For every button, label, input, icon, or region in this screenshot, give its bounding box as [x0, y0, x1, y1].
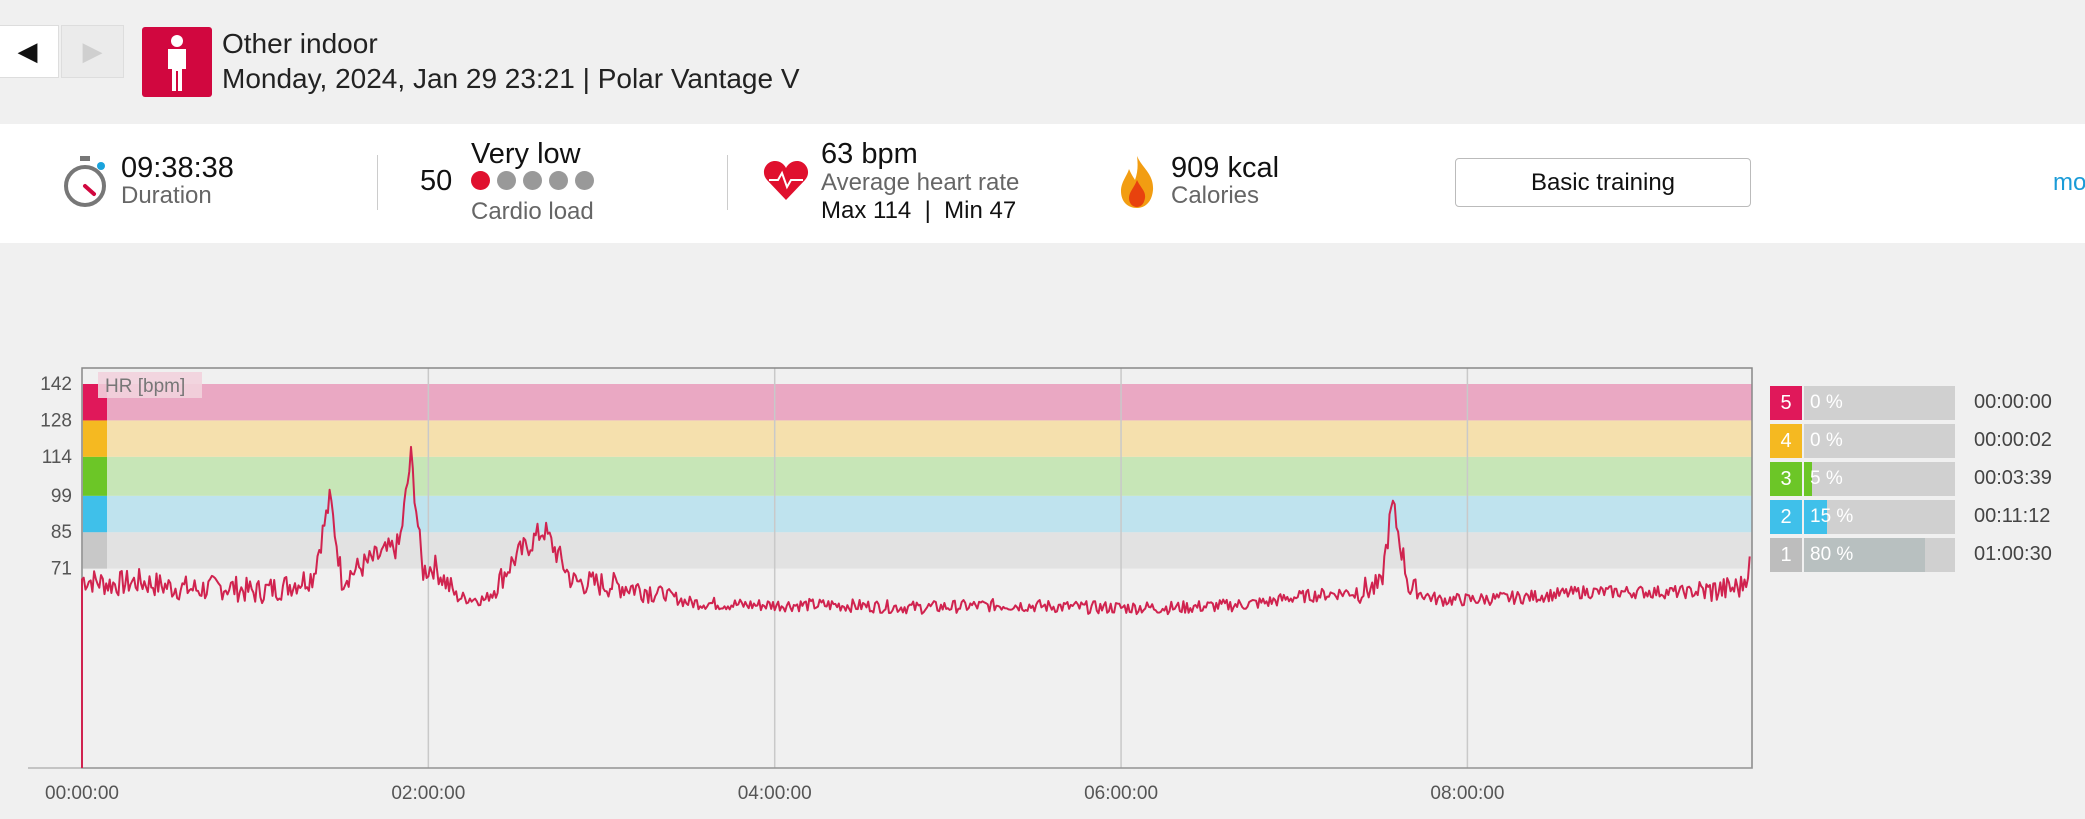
hr-zone-marker [83, 456, 107, 496]
zone-percent: 0 % [1810, 392, 1843, 413]
hr-zone-marker [83, 495, 107, 533]
zone-bar: 5 % [1804, 462, 1955, 496]
zone-number: 3 [1770, 462, 1802, 496]
session-summary: 09:38:38 Duration 50 Very low Cardio loa… [0, 124, 2085, 243]
hr-zone-band [82, 456, 1752, 496]
zone-bar: 0 % [1804, 386, 1955, 420]
cardio-load-level: Very low [471, 138, 581, 170]
y-tick-label: 71 [51, 559, 72, 580]
zone-percent: 15 % [1810, 506, 1854, 527]
zone-bar-fill [1804, 462, 1812, 496]
stopwatch-icon [62, 154, 110, 215]
hr-max-min: Max 114 | Min 47 [821, 197, 1017, 224]
hr-zone-marker [83, 532, 107, 569]
zone-percent: 0 % [1810, 430, 1843, 451]
cardio-load-label: Cardio load [471, 198, 594, 225]
x-tick-label: 00:00:00 [45, 783, 119, 804]
next-exercise-button[interactable]: ▶ [61, 25, 124, 78]
more-link[interactable]: more [2053, 169, 2085, 196]
average-hr-label: Average heart rate [821, 169, 1020, 196]
zone-time: 00:00:00 [1974, 391, 2052, 413]
zone-percent: 80 % [1810, 544, 1854, 565]
cardio-load-dot [549, 171, 568, 190]
hr-zone-row: 4 0 % [1770, 424, 1955, 458]
hr-zone-row: 3 5 % [1770, 462, 1955, 496]
hr-zone-row: 5 0 % [1770, 386, 1955, 420]
zone-time: 01:00:30 [1974, 543, 2052, 565]
sport-name: Other indoor [222, 28, 378, 59]
calories-value: 909 kcal [1171, 152, 1280, 184]
heart-icon [763, 160, 809, 207]
calories-label: Calories [1171, 182, 1260, 209]
zone-number: 4 [1770, 424, 1802, 458]
cardio-load-dot [471, 171, 490, 190]
duration-label: Duration [121, 182, 212, 209]
y-tick-label: 85 [51, 522, 72, 543]
heart-rate-chart: 142 128 114 99 85 71 00:00:00 02:00:00 04:00:00… [28, 367, 1753, 804]
zone-bar-fill [1804, 538, 1925, 572]
training-benefit-button[interactable]: Basic training [1455, 158, 1751, 207]
legend-background [98, 372, 202, 398]
hr-zone-marker [83, 420, 107, 457]
x-tick-label: 02:00:00 [391, 783, 465, 804]
duration-value: 09:38:38 [121, 152, 234, 184]
session-subtitle: Monday, 2024, Jan 29 23:21 | Polar Vanta… [222, 63, 800, 94]
zone-number: 5 [1770, 386, 1802, 420]
person-icon [142, 27, 212, 97]
x-tick-label: 06:00:00 [1084, 783, 1158, 804]
zone-number: 2 [1770, 500, 1802, 534]
hr-zone-band [82, 384, 1752, 421]
cardio-load-dot [523, 171, 542, 190]
zone-bar: 0 % [1804, 424, 1955, 458]
divider [377, 155, 378, 210]
x-tick-label: 04:00:00 [738, 783, 812, 804]
zone-time: 00:11:12 [1974, 505, 2051, 527]
hr-zone-row: 1 80 % [1770, 538, 1955, 572]
zone-bar-fill [1804, 500, 1827, 534]
zone-percent: 5 % [1810, 468, 1843, 489]
y-tick-label: 142 [40, 374, 72, 395]
zone-time: 00:03:39 [1974, 467, 2052, 489]
average-hr-value: 63 bpm [821, 138, 918, 170]
hr-zone-band [82, 420, 1752, 457]
cardio-load-value: 50 [420, 165, 453, 197]
previous-exercise-button[interactable]: ◀ [0, 25, 59, 78]
y-tick-label: 128 [40, 410, 72, 431]
cardio-load-dot [575, 171, 594, 190]
chart-legend-label: HR [bpm] [105, 376, 185, 397]
y-tick-label: 99 [51, 486, 72, 507]
zone-number: 1 [1770, 538, 1802, 572]
zone-bar: 80 % [1804, 538, 1955, 572]
x-tick-label: 08:00:00 [1430, 783, 1504, 804]
zone-bar: 15 % [1804, 500, 1955, 534]
cardio-load-dot [497, 171, 516, 190]
hr-zone-row: 2 15 % [1770, 500, 1955, 534]
y-tick-label: 114 [42, 447, 73, 468]
hr-series-line [81, 445, 1751, 768]
divider [727, 155, 728, 210]
hr-zone-band [82, 532, 1752, 569]
zone-time: 00:00:02 [1974, 429, 2052, 451]
flame-icon [1118, 154, 1156, 215]
hr-zone-band [82, 495, 1752, 533]
